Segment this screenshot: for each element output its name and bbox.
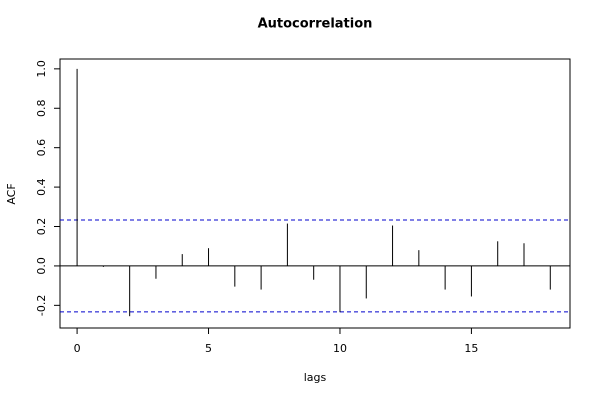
x-tick-label: 0 — [74, 342, 81, 355]
y-axis-label: ACF — [5, 183, 18, 204]
chart-title: Autocorrelation — [258, 17, 373, 32]
y-tick-label: 0.4 — [35, 178, 48, 196]
y-tick-label: 0.8 — [35, 100, 48, 118]
y-tick-label: 1.0 — [35, 60, 48, 78]
y-tick-label: 0.6 — [35, 139, 48, 157]
x-axis-label: lags — [304, 371, 327, 384]
x-tick-label: 15 — [464, 342, 478, 355]
plot-frame — [59, 58, 571, 329]
y-tick-label: 0.2 — [35, 218, 48, 236]
y-tick-label: -0.2 — [35, 295, 48, 316]
y-tick-label: 0.0 — [35, 257, 48, 275]
x-tick-label: 10 — [333, 342, 347, 355]
x-tick-label: 5 — [205, 342, 212, 355]
